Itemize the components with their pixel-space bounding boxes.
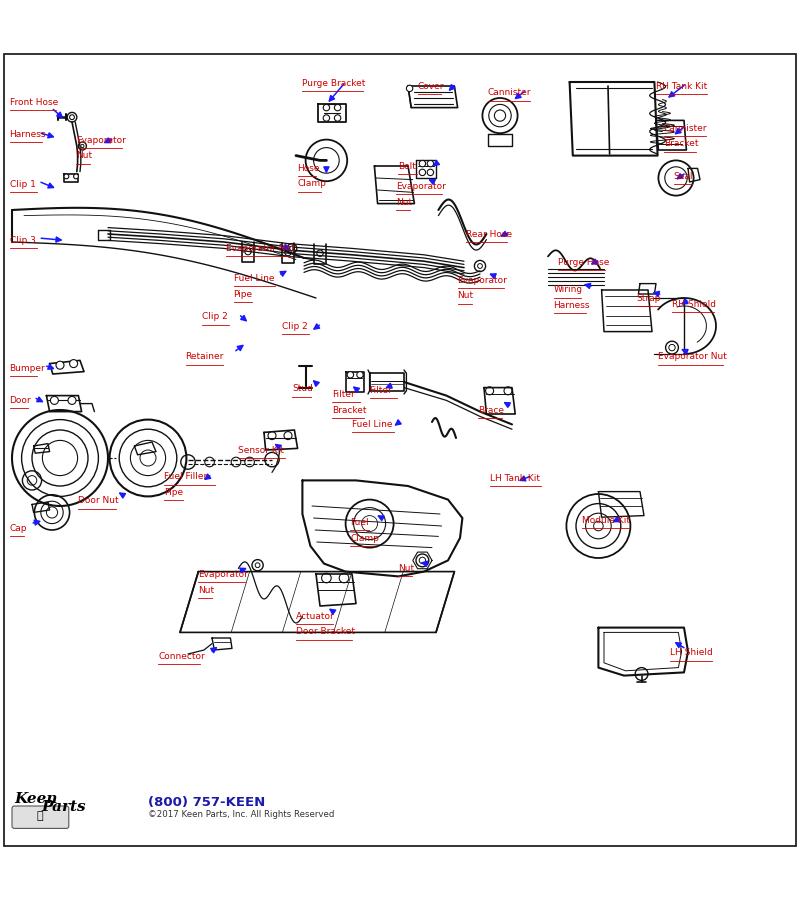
Text: Filter: Filter (370, 386, 392, 395)
Text: Brace: Brace (478, 406, 504, 415)
Text: Connector: Connector (158, 652, 205, 661)
Text: Stud: Stud (292, 384, 313, 393)
Circle shape (68, 396, 76, 404)
Text: Evaporator: Evaporator (198, 570, 248, 579)
Text: Clamp: Clamp (298, 179, 326, 188)
Text: Sensor Kit: Sensor Kit (238, 446, 285, 455)
Text: Clip 2: Clip 2 (202, 312, 227, 321)
Text: Bumper: Bumper (10, 364, 46, 373)
Text: Pipe: Pipe (164, 488, 183, 497)
Text: ©2017 Keen Parts, Inc. All Rights Reserved: ©2017 Keen Parts, Inc. All Rights Reserv… (148, 810, 334, 819)
Text: Nut: Nut (76, 151, 92, 160)
Text: Nut: Nut (458, 292, 474, 301)
Text: Evaporator: Evaporator (396, 182, 446, 191)
Circle shape (669, 345, 675, 351)
Circle shape (323, 115, 330, 122)
Text: Evaporator: Evaporator (76, 136, 126, 145)
Text: RH Tank Kit: RH Tank Kit (656, 82, 707, 91)
Circle shape (357, 372, 363, 378)
Text: Fuel Line: Fuel Line (234, 274, 274, 283)
Text: Seal: Seal (674, 172, 693, 181)
Text: Bolt: Bolt (398, 162, 416, 171)
Circle shape (56, 361, 64, 369)
Text: Hose: Hose (298, 164, 320, 173)
Text: Rear Hose: Rear Hose (466, 230, 512, 239)
Circle shape (323, 104, 330, 111)
Text: Harness: Harness (554, 301, 590, 310)
Circle shape (81, 144, 84, 148)
FancyBboxPatch shape (12, 806, 69, 828)
Text: Purge Bracket: Purge Bracket (302, 79, 366, 88)
Circle shape (478, 264, 482, 268)
Text: Evaporator Nut: Evaporator Nut (658, 353, 726, 362)
Text: Clamp: Clamp (350, 534, 379, 543)
Circle shape (334, 115, 341, 122)
Circle shape (594, 521, 603, 531)
Text: (800) 757-KEEN: (800) 757-KEEN (148, 796, 266, 808)
Text: Cap: Cap (10, 524, 27, 533)
Circle shape (347, 372, 354, 378)
Text: Front Hose: Front Hose (10, 98, 58, 107)
Text: Bracket: Bracket (664, 140, 698, 148)
Text: Cover: Cover (418, 82, 444, 91)
Text: Evaporator Nut: Evaporator Nut (226, 244, 294, 253)
Circle shape (334, 104, 341, 111)
Circle shape (64, 174, 69, 179)
Text: Fuel Line: Fuel Line (352, 419, 393, 428)
Text: Module Kit: Module Kit (582, 516, 630, 525)
Circle shape (50, 396, 58, 404)
Text: Door Nut: Door Nut (78, 497, 119, 506)
Text: Retainer: Retainer (186, 353, 224, 362)
Text: Clip 3: Clip 3 (10, 236, 35, 245)
Text: 🚗: 🚗 (37, 811, 43, 821)
Text: Parts: Parts (42, 799, 86, 814)
Circle shape (419, 557, 426, 563)
Text: Clip 1: Clip 1 (10, 180, 35, 189)
Circle shape (419, 160, 426, 166)
Text: LH Tank Kit: LH Tank Kit (490, 474, 539, 483)
Text: Harness: Harness (10, 130, 46, 139)
Text: Filter: Filter (332, 390, 354, 399)
Circle shape (419, 169, 426, 176)
Text: Evaporator: Evaporator (458, 275, 507, 284)
Text: Keen: Keen (14, 792, 58, 806)
Text: Cannister: Cannister (488, 88, 531, 97)
Circle shape (427, 169, 434, 176)
FancyBboxPatch shape (10, 785, 134, 832)
Text: Nut: Nut (198, 586, 214, 595)
Text: Pipe: Pipe (234, 290, 253, 299)
Text: Nut: Nut (396, 198, 412, 207)
Text: Wiring: Wiring (554, 285, 582, 294)
Circle shape (427, 160, 434, 166)
Circle shape (74, 174, 78, 179)
Text: Bracket: Bracket (332, 406, 366, 415)
Text: Clip 2: Clip 2 (282, 322, 307, 331)
Text: Door Bracket: Door Bracket (296, 627, 355, 636)
Text: Strap: Strap (636, 294, 660, 303)
Circle shape (290, 246, 294, 251)
Text: Actuator: Actuator (296, 612, 334, 621)
Text: Nut: Nut (398, 563, 414, 572)
Text: RH Shield: RH Shield (672, 300, 716, 309)
Circle shape (406, 86, 413, 92)
Circle shape (70, 360, 78, 367)
Text: Door: Door (10, 396, 31, 405)
Text: Purge Hose: Purge Hose (558, 258, 610, 267)
Circle shape (255, 562, 260, 568)
Text: LH Shield: LH Shield (670, 648, 713, 657)
Circle shape (70, 115, 74, 120)
Text: Fuel: Fuel (350, 518, 369, 527)
Text: Fuel Filler: Fuel Filler (164, 472, 207, 482)
Text: Cannister: Cannister (664, 123, 707, 132)
